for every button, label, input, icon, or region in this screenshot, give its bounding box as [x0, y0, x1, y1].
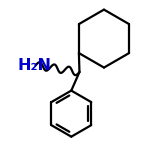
- Text: H₂N: H₂N: [18, 58, 52, 73]
